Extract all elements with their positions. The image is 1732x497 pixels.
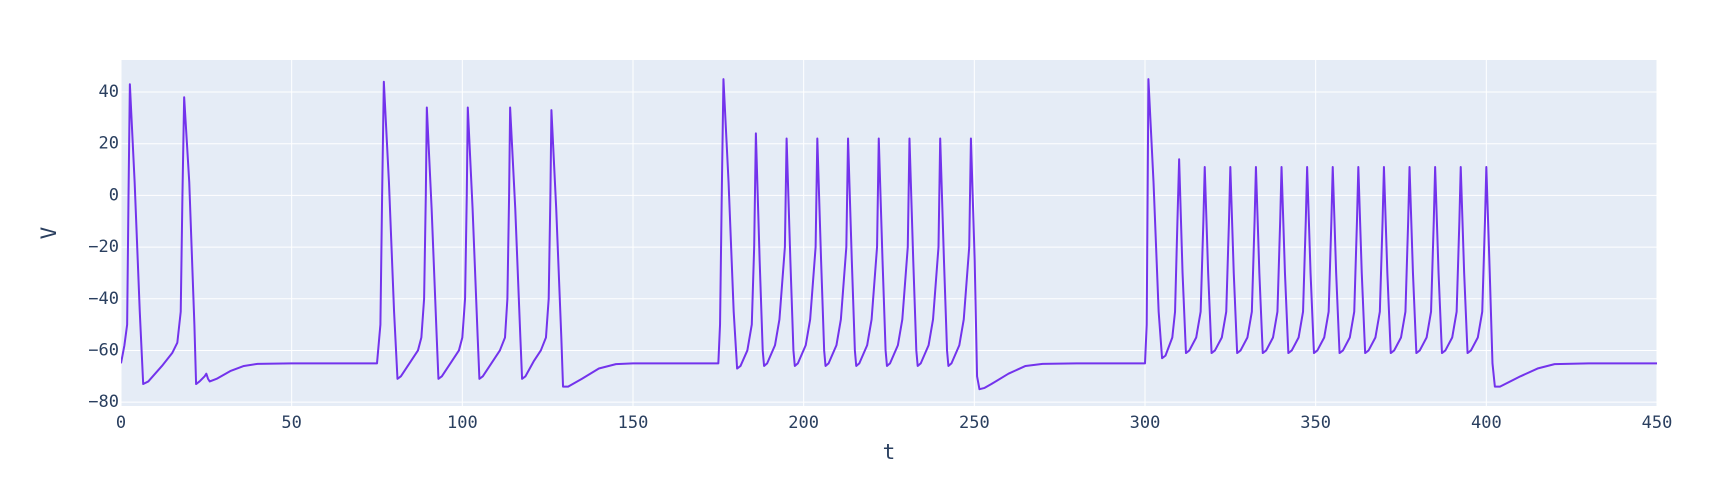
x-tick-label: 50	[281, 413, 301, 433]
labels: 0 50 100 150 200 250 300 350 400 450 −80 −60 −40 −20 0…	[88, 82, 1672, 433]
y-tick-label: 20	[99, 134, 119, 154]
x-tick-label: 150	[618, 413, 649, 433]
y-axis-title: V	[37, 226, 61, 239]
marks	[121, 78, 1657, 391]
y-tick-label: 40	[99, 82, 119, 102]
x-tick-label: 250	[959, 413, 990, 433]
x-tick-label: 350	[1300, 413, 1331, 433]
y-tick-label: −20	[88, 237, 119, 257]
line-series	[121, 78, 1657, 391]
x-tick-label: 200	[788, 413, 819, 433]
plot-background	[121, 60, 1657, 406]
grid	[120, 60, 1658, 406]
y-tick-label: −40	[88, 289, 119, 309]
y-tick-label: 0	[109, 185, 119, 205]
y-tick-label: −60	[88, 340, 119, 360]
x-tick-label: 100	[447, 413, 478, 433]
x-tick-label: 300	[1130, 413, 1161, 433]
y-tick-label: −80	[88, 392, 119, 412]
x-tick-label: 400	[1471, 413, 1502, 433]
x-tick-label: 450	[1642, 413, 1673, 433]
x-tick-label: 0	[116, 413, 126, 433]
x-axis-title: t	[883, 440, 896, 464]
